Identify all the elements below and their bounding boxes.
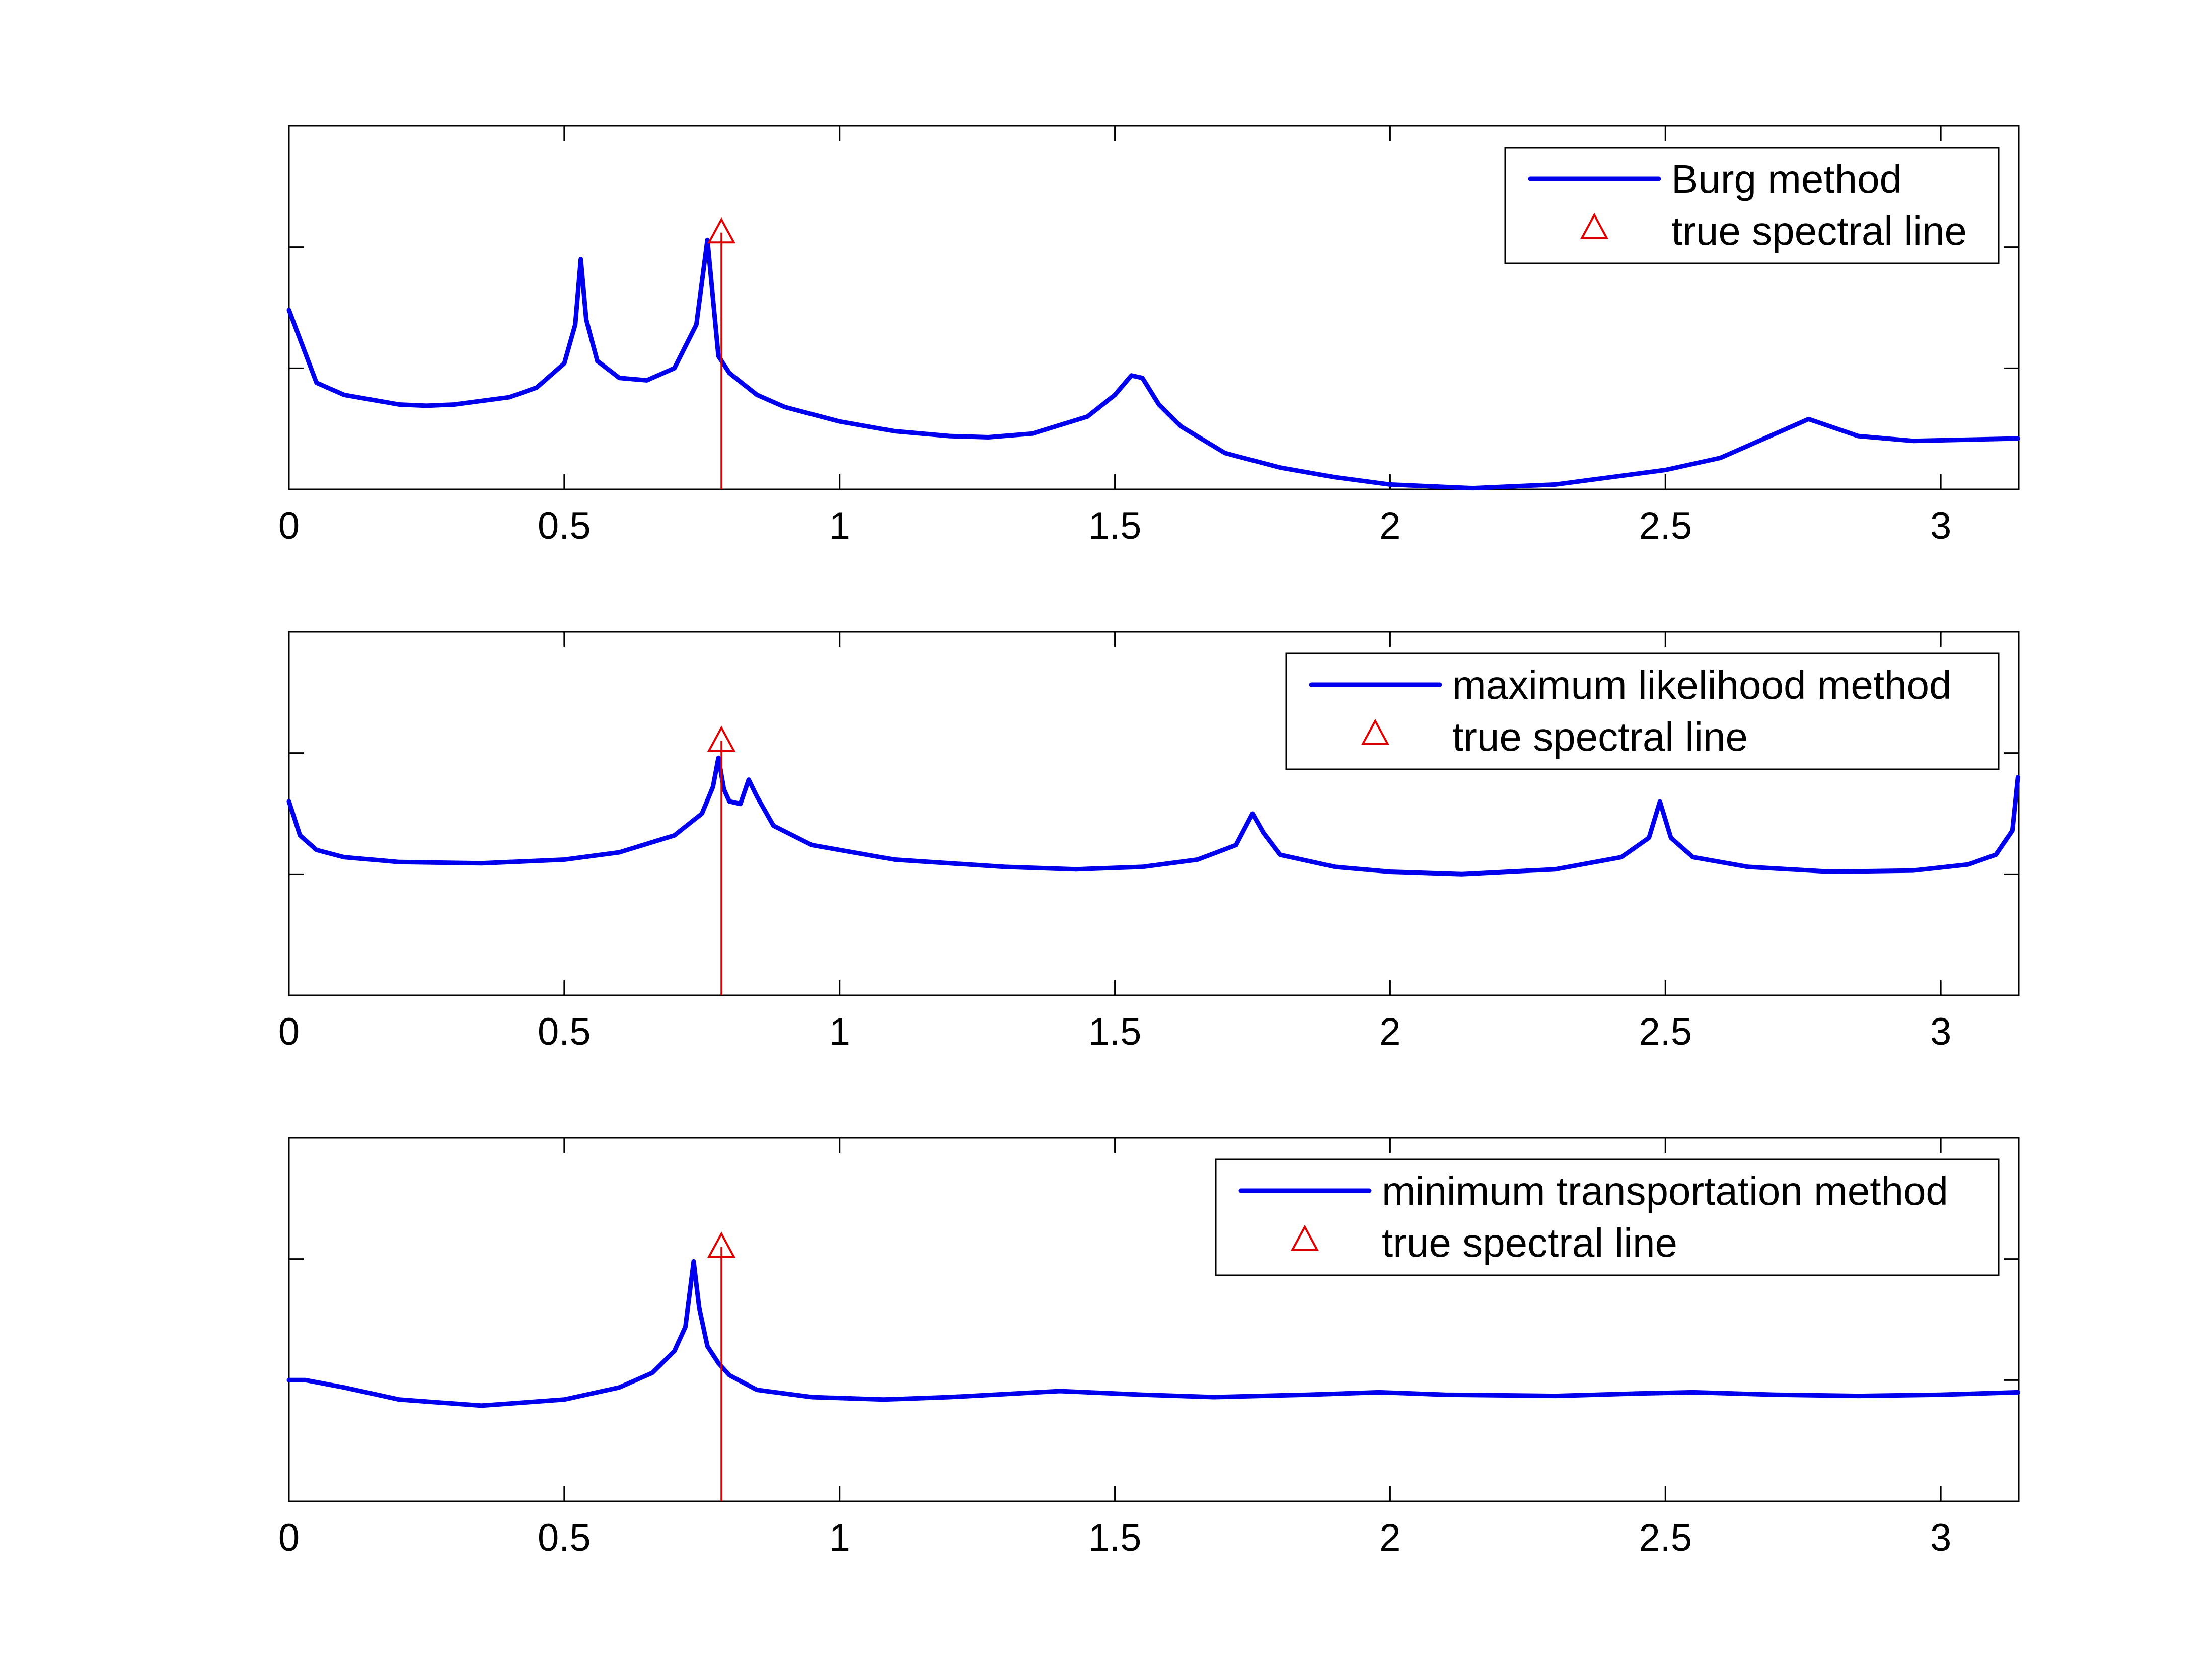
spectrum-line [286, 237, 2020, 491]
legend-label: maximum likelihood method [1452, 663, 1952, 707]
x-tick-label: 2 [1379, 1516, 1400, 1559]
spectrum-line [286, 1259, 2020, 1408]
legend-label: minimum transportation method [1382, 1169, 1948, 1213]
subplot-2: 0 0.5 1 1.5 2 2.5 3 maximum likelihood method tr… [278, 631, 2020, 1053]
x-tick-label: 0 [278, 1516, 300, 1559]
x-tick-label: 0 [278, 504, 300, 547]
x-tick-label: 0.5 [538, 1516, 591, 1559]
x-tick-label: 3 [1930, 1010, 1951, 1053]
legend: Burg method true spectral line [1504, 147, 2000, 264]
legend-label: true spectral line [1452, 714, 1748, 759]
plot-area-frame [288, 631, 2020, 996]
legend-label: true spectral line [1671, 208, 1967, 253]
true-spectral-line-marker [707, 725, 736, 752]
plot-area-frame [288, 125, 2020, 490]
subplot-1: 0 0.5 1 1.5 2 2.5 3 Burg method true spectral li… [278, 125, 2020, 547]
x-tick-label: 3 [1930, 504, 1951, 547]
x-tick-label: 0 [278, 1010, 300, 1053]
legend: maximum likelihood method true spectral l… [1285, 652, 2000, 770]
legend-box [1215, 1158, 2000, 1276]
x-tick-label: 1 [829, 1516, 850, 1559]
legend: minimum transportation method true spectr… [1215, 1158, 2000, 1276]
spectrum-line [286, 755, 2020, 877]
legend-label: true spectral line [1382, 1220, 1677, 1265]
x-tick-label: 1.5 [1088, 1010, 1142, 1053]
legend-marker-swatch [1580, 212, 1609, 239]
legend-marker-swatch [1290, 1224, 1319, 1251]
x-tick-label: 1.5 [1088, 504, 1142, 547]
x-tick-label: 0.5 [538, 504, 591, 547]
subplot-3: 0 0.5 1 1.5 2 2.5 3 minimum transportation meth… [278, 1137, 2020, 1559]
x-tick-label: 2 [1379, 1010, 1400, 1053]
x-tick-label: 2.5 [1639, 504, 1692, 547]
plot-area-frame [288, 1137, 2020, 1502]
x-tick-label: 3 [1930, 1516, 1951, 1559]
legend-box [1504, 147, 2000, 264]
legend-marker-swatch [1361, 718, 1390, 745]
x-tick-label: 2.5 [1639, 1010, 1692, 1053]
true-spectral-line-marker [707, 1231, 736, 1258]
x-tick-label: 2.5 [1639, 1516, 1692, 1559]
x-tick-label: 0.5 [538, 1010, 591, 1053]
legend-box [1285, 652, 2000, 770]
x-tick-label: 1 [829, 504, 850, 547]
x-tick-label: 2 [1379, 504, 1400, 547]
legend-label: Burg method [1671, 157, 1902, 201]
x-tick-label: 1 [829, 1010, 850, 1053]
true-spectral-line-marker [707, 217, 736, 244]
x-tick-label: 1.5 [1088, 1516, 1142, 1559]
